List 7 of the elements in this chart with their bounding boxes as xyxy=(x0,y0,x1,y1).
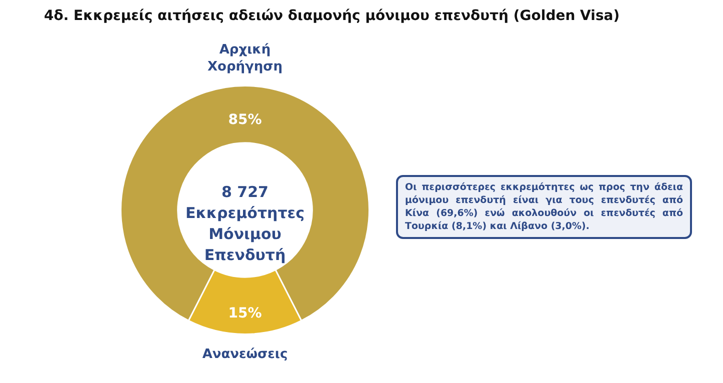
data-label: 85% xyxy=(228,112,262,128)
slice-label: Αρχική Χορήγηση xyxy=(207,42,283,75)
data-label: 15% xyxy=(228,305,262,322)
slice-label: Ανανεώσεις xyxy=(202,347,288,362)
chart-title: 4δ. Εκκρεμείς αιτήσεις αδειών διαμονής μόνιμου επενδυτή (Golden Visa) xyxy=(44,8,620,24)
text: 8 727 Εκκρεμότητες Μόνιμου Επενδυτή xyxy=(184,182,306,266)
text: Οι περισσότερες εκκρεμότητες ως προς την άδεια μόνιμου επενδυτή είναι για τους επενδυτές από Κίνα (69,6%) ενώ ακολουθούν οι επενδυτές από Τουρκία (8,1%) και Λίβανο (3,0%). xyxy=(396,175,692,239)
